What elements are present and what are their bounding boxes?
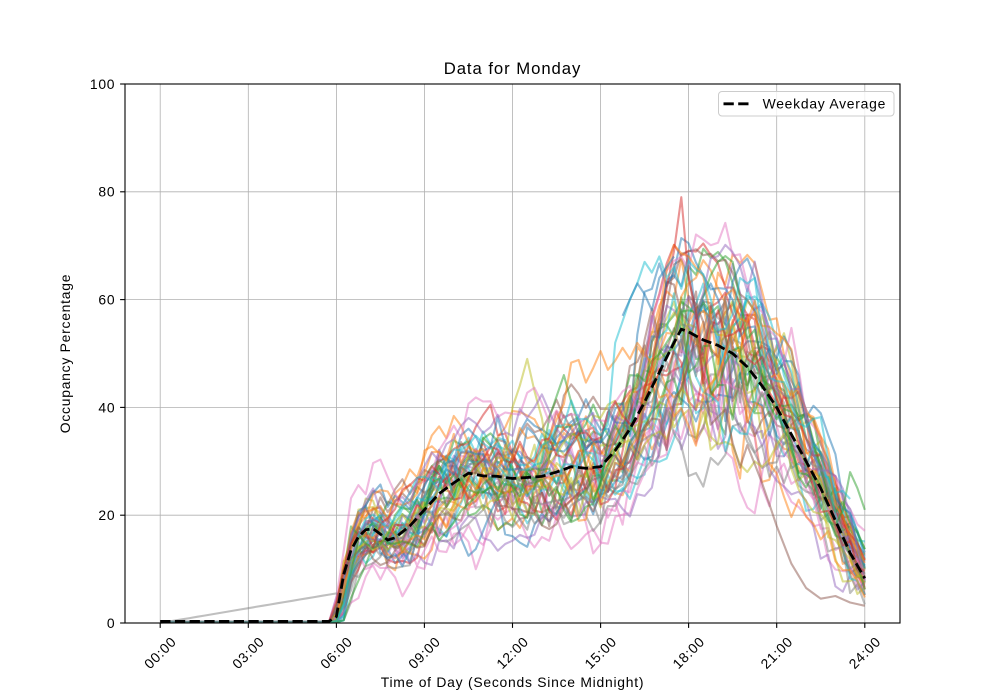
svg-text:Data for Monday: Data for Monday <box>444 59 582 78</box>
svg-text:20: 20 <box>98 507 115 523</box>
svg-text:Occupancy Percentage: Occupancy Percentage <box>57 274 73 433</box>
svg-text:100: 100 <box>90 76 115 92</box>
svg-text:0: 0 <box>107 615 115 631</box>
svg-text:40: 40 <box>98 399 115 415</box>
svg-text:Time of Day (Seconds Since Mid: Time of Day (Seconds Since Midnight) <box>381 674 645 690</box>
svg-text:80: 80 <box>98 184 115 200</box>
svg-text:60: 60 <box>98 292 115 308</box>
svg-text:Weekday Average: Weekday Average <box>763 95 886 111</box>
